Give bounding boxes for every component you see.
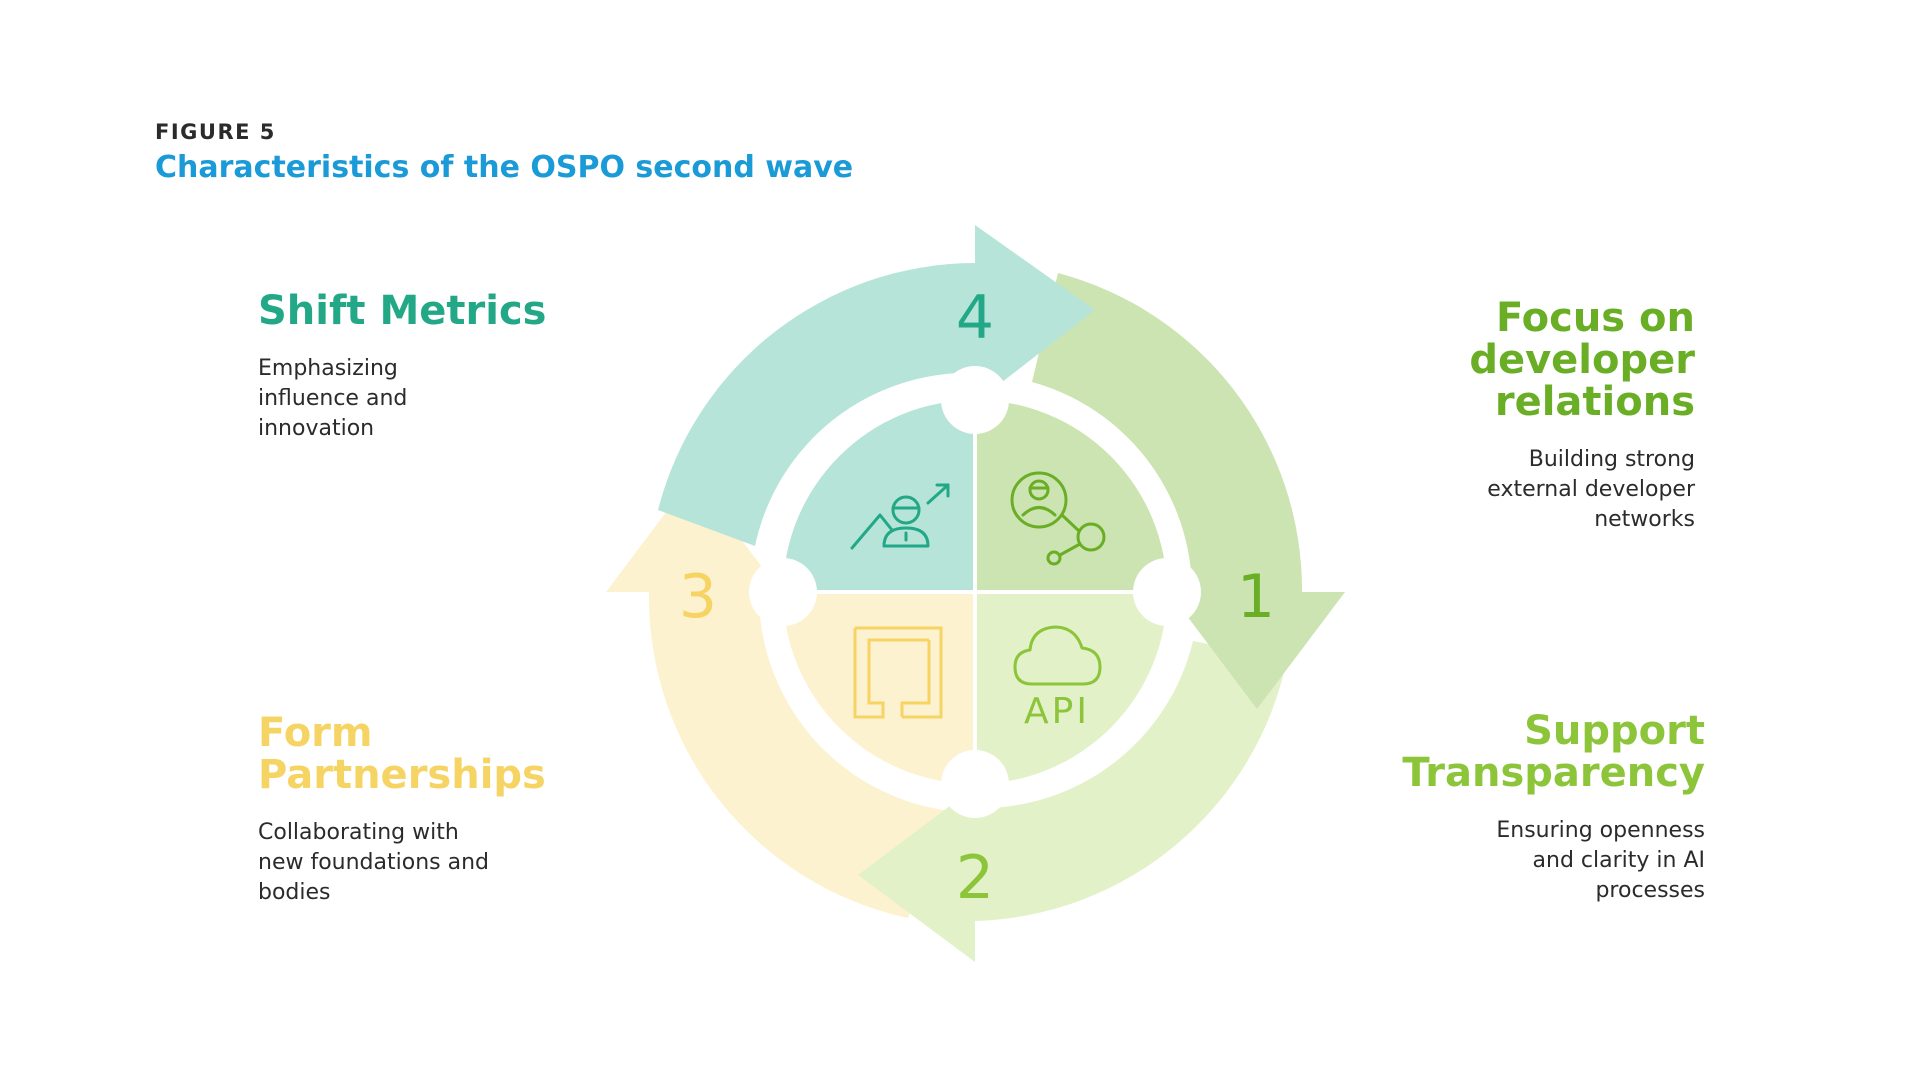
- quadrant-2: [975, 592, 1167, 784]
- step-number-1: 1: [1237, 562, 1275, 632]
- api-cloud-icon: API: [1013, 625, 1102, 732]
- step-4-block: Shift Metrics Emphasizing influence and …: [258, 290, 578, 444]
- partnership-blocks-icon: [853, 626, 943, 719]
- quadrant-1: [975, 400, 1167, 592]
- step-number-3: 3: [679, 562, 717, 632]
- figure-title: Characteristics of the OSPO second wave: [155, 150, 854, 185]
- arrow-1: [1032, 273, 1345, 709]
- step-2-description: Ensuring openness and clarity in AI proc…: [1496, 818, 1705, 903]
- arrow-4: [658, 225, 1095, 546]
- step-2-title: Support Transparency: [1402, 708, 1705, 796]
- figure-label: FIGURE 5: [155, 120, 276, 144]
- step-number-2: 2: [956, 843, 994, 913]
- step-3-description: Collaborating with new foundations and b…: [258, 820, 489, 905]
- api-cloud-label: API: [1024, 691, 1090, 732]
- step-4-description: Emphasizing influence and innovation: [258, 356, 408, 441]
- step-1-title: Focus on developer relations: [1469, 295, 1695, 425]
- developer-network-icon: [1010, 471, 1106, 566]
- step-1-block: Focus on developer relations Building st…: [1440, 297, 1695, 535]
- step-number-4: 4: [956, 283, 994, 353]
- step-3-title: Form Partnerships: [258, 710, 546, 798]
- arrow-3: [606, 476, 944, 918]
- step-1-description: Building strong external developer netwo…: [1487, 447, 1695, 532]
- step-2-block: Support Transparency Ensuring openness a…: [1380, 710, 1705, 906]
- growth-person-icon: [850, 483, 950, 550]
- step-3-block: Form Partnerships Collaborating with new…: [258, 712, 588, 908]
- step-4-title: Shift Metrics: [258, 288, 547, 334]
- arrow-2: [858, 641, 1287, 962]
